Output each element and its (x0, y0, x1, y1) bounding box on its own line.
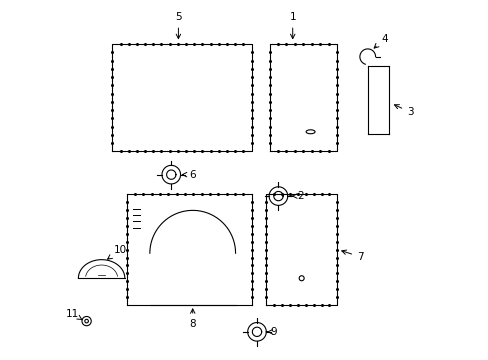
Text: 11: 11 (66, 309, 82, 320)
Text: 1: 1 (289, 13, 295, 39)
Circle shape (84, 319, 88, 323)
Text: 2: 2 (291, 191, 304, 201)
Text: 3: 3 (394, 105, 413, 117)
Text: 7: 7 (341, 250, 363, 262)
Circle shape (299, 276, 304, 281)
Text: 5: 5 (175, 13, 182, 39)
Text: 9: 9 (267, 327, 276, 337)
Circle shape (82, 316, 91, 326)
Ellipse shape (305, 130, 314, 134)
Text: 8: 8 (189, 309, 196, 329)
Text: 4: 4 (373, 34, 387, 48)
Text: 6: 6 (182, 170, 195, 180)
Text: 10: 10 (107, 245, 127, 259)
